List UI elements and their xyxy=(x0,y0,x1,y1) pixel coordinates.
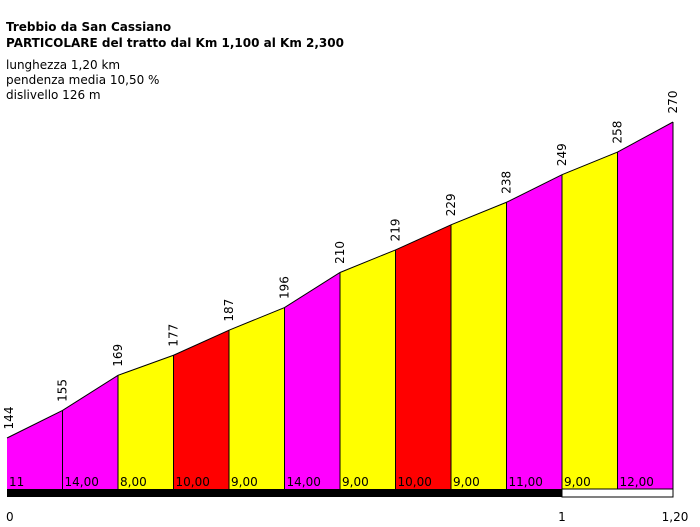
gradient-label: 9,00 xyxy=(453,475,480,489)
avg-gradient-stat: pendenza media 10,50 % xyxy=(6,73,160,87)
profile-segment-8 xyxy=(395,224,451,490)
profile-segment-2 xyxy=(62,375,118,489)
profile-segment-10 xyxy=(506,174,562,489)
elevation-label: 155 xyxy=(56,379,70,402)
gradient-label: 9,00 xyxy=(564,475,591,489)
elevation-label: 177 xyxy=(167,324,181,347)
profile-segment-9 xyxy=(451,202,507,489)
gradient-label: 11 xyxy=(9,475,24,489)
gradient-label: 9,00 xyxy=(231,475,258,489)
profile-segment-5 xyxy=(229,307,285,489)
elevation-label: 144 xyxy=(2,407,16,430)
gradient-label: 14,00 xyxy=(287,475,321,489)
gradient-label: 14,00 xyxy=(65,475,99,489)
elevation-label: 219 xyxy=(389,218,403,241)
profile-segment-4 xyxy=(173,330,229,489)
x-tick-label: 1,20 xyxy=(662,510,689,524)
length-stat: lunghezza 1,20 km xyxy=(6,58,121,72)
chart-subtitle: PARTICOLARE del tratto dal Km 1,100 al K… xyxy=(6,36,344,50)
gradient-label: 12,00 xyxy=(620,475,654,489)
profile-segment-12 xyxy=(617,122,673,489)
profile-segment-6 xyxy=(284,272,340,489)
gradient-label: 9,00 xyxy=(342,475,369,489)
elevation-label: 196 xyxy=(278,276,292,299)
chart-title: Trebbio da San Cassiano xyxy=(6,20,172,34)
profile-outline xyxy=(6,121,674,439)
elevation-label: 270 xyxy=(666,91,680,114)
x-tick-label: 0 xyxy=(6,510,14,524)
profile-segment-1 xyxy=(7,410,63,489)
gradient-label: 11,00 xyxy=(509,475,543,489)
elevation-label: 258 xyxy=(611,121,625,144)
gradient-label: 10,00 xyxy=(176,475,210,489)
profile-segment-3 xyxy=(118,355,174,489)
profile-segment-7 xyxy=(340,249,396,489)
elevation-label: 169 xyxy=(111,344,125,367)
gradient-label: 8,00 xyxy=(120,475,147,489)
elevation-label: 249 xyxy=(555,143,569,166)
distance-bar-empty xyxy=(561,488,674,498)
elevation-gain-stat: dislivello 126 m xyxy=(6,88,101,102)
profile-segment-11 xyxy=(562,152,618,489)
elevation-label: 238 xyxy=(500,171,514,194)
elevation-label: 187 xyxy=(222,299,236,322)
elevation-label: 229 xyxy=(444,193,458,216)
elevation-label: 210 xyxy=(333,241,347,264)
x-tick-label: 1 xyxy=(558,510,566,524)
gradient-label: 10,00 xyxy=(398,475,432,489)
distance-bar-filled xyxy=(7,489,562,497)
